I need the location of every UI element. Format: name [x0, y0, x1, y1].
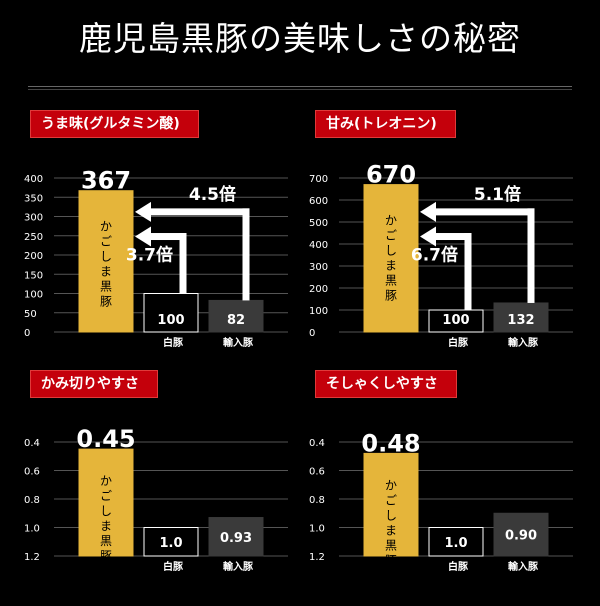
data-label: 100: [157, 313, 184, 328]
y-tick-label: 1.2: [309, 552, 325, 563]
y-tick-label: 300: [24, 213, 43, 224]
y-tick-label: 400: [309, 240, 328, 251]
title-divider: [28, 86, 572, 87]
bar-category-label: かごしま黒豚: [385, 214, 397, 303]
bar-category-label: かごしま黒豚: [100, 474, 112, 563]
page-title: 鹿児島黒豚の美味しさの秘密: [79, 19, 521, 58]
bar-kurobuta: [78, 448, 134, 557]
callout-arrow-shaft: [179, 233, 187, 294]
data-label: 1.0: [444, 536, 467, 551]
y-tick-label: 0.8: [24, 495, 40, 506]
y-tick-label: 200: [24, 251, 43, 262]
x-tick-label: 白豚: [163, 560, 183, 573]
data-label-main: 0.48: [361, 429, 420, 457]
y-tick-label: 50: [24, 309, 37, 320]
y-tick-label: 400: [24, 174, 43, 185]
x-tick-label: 輸入豚: [508, 560, 538, 573]
x-tick-label: 白豚: [448, 560, 468, 573]
x-tick-label: 白豚: [163, 336, 183, 349]
bar-imported: [493, 302, 549, 333]
callout-arrow-shaft: [432, 208, 535, 216]
data-label-main: 670: [366, 161, 416, 189]
chart-chew: 0.4 0.6 0.8 1.0 1.2 かごしま黒豚 0.48 1.0 0.90 白豚 輸入豚: [309, 429, 573, 573]
y-tick-label: 500: [309, 218, 328, 229]
bar-kurobuta: [78, 190, 134, 333]
bar-imported: [208, 517, 264, 557]
y-tick-label: 350: [24, 193, 43, 204]
panel-sweet: 0 100 200 300 400 500 600 700 かごしま黒豚 670 100 132 白豚 輸…: [305, 96, 585, 349]
callout-label: 3.7倍: [126, 245, 173, 266]
bar-imported: [493, 512, 549, 557]
callout-label: 6.7倍: [411, 245, 458, 266]
bar-category-label: かごしま黒豚: [385, 478, 397, 567]
callout-arrowhead: [420, 226, 436, 247]
data-label: 100: [442, 313, 469, 328]
y-tick-label: 1.0: [24, 524, 40, 535]
callout-arrow-shaft: [464, 233, 472, 310]
data-label: 82: [227, 313, 245, 328]
data-label: 1.0: [159, 536, 182, 551]
callout-arrowhead: [420, 201, 436, 222]
y-tick-label: 0: [24, 328, 30, 339]
chart-umami: 0 50 100 150 200 250 300 350 400 かごしま黒豚 367 100 82 白豚…: [24, 167, 288, 349]
callout-label: 5.1倍: [474, 184, 521, 205]
x-tick-label: 輸入豚: [223, 336, 253, 349]
y-tick-label: 100: [309, 306, 328, 317]
x-tick-label: 輸入豚: [223, 560, 253, 573]
bar-shirobuta: [143, 293, 199, 333]
chart-sweet: 0 100 200 300 400 500 600 700 かごしま黒豚 670 100 132 白豚 輸…: [309, 161, 573, 349]
y-tick-label: 0.4: [24, 438, 40, 449]
y-tick-label: 600: [309, 196, 328, 207]
panel-chew: 0.4 0.6 0.8 1.0 1.2 かごしま黒豚 0.48 1.0 0.90 白豚 輸入豚 そし…: [305, 356, 585, 606]
y-tick-label: 1.0: [309, 524, 325, 535]
data-label: 0.93: [220, 531, 252, 546]
chart-cut: 0.4 0.6 0.8 1.0 1.2 かごしま黒豚 0.45 1.0 0.93 白豚 輸入豚: [24, 425, 288, 573]
bar-shirobuta: [428, 527, 484, 557]
y-tick-label: 1.2: [24, 552, 40, 563]
callout-arrow-shaft: [147, 208, 250, 216]
bar-imported: [208, 299, 264, 333]
chart-title-badge: うま味(グルタミン酸): [30, 110, 199, 138]
callout-arrowhead: [135, 201, 151, 222]
y-tick-label: 200: [309, 284, 328, 295]
chart-title-badge: そしゃくしやすさ: [315, 370, 457, 398]
y-tick-label: 0.4: [309, 438, 325, 449]
callout-label: 4.5倍: [189, 184, 236, 205]
chart-title-badge: 甘み(トレオニン): [315, 110, 456, 138]
callout-arrow-shaft: [432, 233, 472, 241]
data-label: 132: [507, 313, 534, 328]
callout-arrow-shaft: [147, 233, 187, 241]
panel-umami: 0 50 100 150 200 250 300 350 400 かごしま黒豚 367 100 82 白豚…: [20, 96, 300, 349]
title-divider-2: [28, 89, 572, 90]
y-tick-label: 150: [24, 270, 43, 281]
bar-shirobuta: [428, 309, 484, 333]
x-tick-label: 白豚: [448, 336, 468, 349]
callout-arrow-shaft: [527, 208, 535, 303]
data-label-main: 367: [81, 167, 131, 195]
y-tick-label: 700: [309, 174, 328, 185]
callout-arrowhead: [135, 226, 151, 247]
bar-category-label: かごしま黒豚: [100, 220, 112, 309]
y-tick-label: 0.6: [309, 467, 325, 478]
bar-kurobuta: [363, 184, 419, 333]
bar-kurobuta: [363, 452, 419, 557]
y-tick-label: 0.8: [309, 495, 325, 506]
y-tick-label: 0.6: [24, 467, 40, 478]
y-tick-label: 0: [309, 328, 315, 339]
y-tick-label: 300: [309, 262, 328, 273]
panel-cut: 0.4 0.6 0.8 1.0 1.2 かごしま黒豚 0.45 1.0 0.93 白豚 輸入豚 かみ…: [20, 356, 300, 606]
x-tick-label: 輸入豚: [508, 336, 538, 349]
data-label: 0.90: [505, 529, 537, 544]
y-tick-label: 100: [24, 290, 43, 301]
bar-shirobuta: [143, 527, 199, 557]
y-tick-label: 250: [24, 232, 43, 243]
chart-title-badge: かみ切りやすさ: [30, 370, 158, 398]
callout-arrow-shaft: [242, 208, 250, 301]
data-label-main: 0.45: [76, 425, 135, 453]
